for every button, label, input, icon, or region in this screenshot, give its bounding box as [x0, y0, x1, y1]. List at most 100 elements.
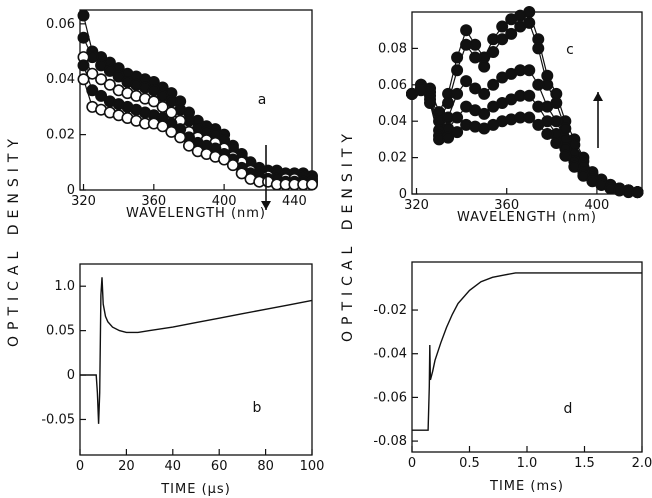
panel-label-a: a [258, 92, 267, 108]
data-point-c [559, 149, 572, 162]
data-point-c [631, 186, 644, 199]
y-tick-label-c: 0.08 [378, 41, 407, 56]
x-tick-label-a: 360 [141, 194, 166, 209]
data-point-c [478, 107, 491, 120]
y-tick-label-d: -0.08 [373, 434, 407, 449]
data-point-a [103, 64, 116, 77]
x-tick-label-c: 320 [404, 198, 429, 213]
data-point-a [77, 9, 90, 22]
data-point-c [550, 137, 563, 150]
data-point-a [174, 131, 187, 144]
data-point-a [112, 70, 125, 83]
data-point-c [505, 27, 518, 40]
y-axis-label-left: OPTICAL DENSITY [6, 133, 22, 347]
data-point-c [523, 16, 536, 29]
data-point-c [541, 127, 554, 140]
data-point-a [147, 95, 160, 108]
panel-d: 0 0.5 1.0 1.5 2.0 -0.08 -0.06 -0.04 -0.02 TIME (m… [373, 261, 652, 494]
data-point-c [487, 78, 500, 91]
data-point-c [532, 78, 545, 91]
data-point-c [469, 82, 482, 95]
panel-b: 0 20 40 60 80 100 -0.05 0 0.05 1.0 TIME (µs) b [41, 263, 325, 497]
x-tick-label-d: 0 [408, 456, 416, 471]
y-tick-label-a: 0.04 [46, 72, 75, 87]
x-tick-label-b: 0 [76, 459, 84, 474]
data-point-c [451, 51, 464, 64]
series-line-d [412, 272, 642, 431]
x-axis-label-d: TIME (ms) [489, 479, 564, 494]
data-point-c [532, 100, 545, 113]
data-point-a [305, 178, 318, 191]
y-tick-label-a: 0.06 [46, 17, 75, 32]
x-tick-label-a: 400 [212, 194, 237, 209]
data-point-c [415, 84, 428, 97]
data-point-c [523, 89, 536, 102]
plot-frame-a [79, 9, 313, 191]
x-tick-label-d: 0.5 [459, 456, 480, 471]
x-tick-label-b: 100 [300, 459, 325, 474]
data-point-c [577, 169, 590, 182]
data-point-a [95, 89, 108, 102]
y-tick-label-d: -0.02 [373, 303, 407, 318]
data-point-c [487, 46, 500, 59]
data-point-a [165, 125, 178, 138]
data-point-c [460, 75, 473, 88]
y-tick-label-d: -0.04 [373, 347, 407, 362]
y-tick-label-c: 0.06 [378, 78, 407, 93]
panel-label-b: b [253, 400, 262, 416]
x-tick-label-c: 400 [584, 198, 609, 213]
data-point-c [523, 6, 536, 18]
data-point-a [86, 67, 99, 80]
x-tick-label-c: 360 [494, 198, 519, 213]
data-point-c [532, 42, 545, 55]
panel-label-d: d [564, 401, 573, 417]
data-point-c [523, 111, 536, 124]
arrow-head-a [261, 201, 271, 210]
y-tick-label-c: 0.02 [378, 151, 407, 166]
plot-frame-d [411, 261, 643, 453]
x-tick-label-b: 40 [165, 459, 182, 474]
panel-c: 320 360 400 0 0.02 0.04 0.06 0.08 WAVELENGTH (nm… [378, 6, 644, 225]
y-tick-label-b: 1.0 [54, 279, 75, 294]
data-point-c [442, 131, 455, 144]
x-tick-label-b: 80 [257, 459, 274, 474]
x-tick-label-b: 20 [118, 459, 135, 474]
data-point-c [478, 60, 491, 73]
x-tick-label-a: 320 [71, 194, 96, 209]
data-point-a [218, 153, 231, 166]
data-point-c [451, 87, 464, 100]
y-tick-label-b: 0.05 [46, 324, 75, 339]
arrow-head-c [593, 92, 603, 101]
y-tick-label-a: 0.02 [46, 128, 75, 143]
data-point-c [451, 111, 464, 124]
data-point-c [523, 64, 536, 77]
y-tick-label-d: -0.06 [373, 390, 407, 405]
data-point-a [95, 59, 108, 72]
plot-frame-b [79, 263, 313, 456]
data-point-c [532, 118, 545, 131]
data-point-c [478, 87, 491, 100]
y-tick-label-c: 0 [399, 187, 407, 202]
data-point-a [156, 120, 169, 133]
y-tick-label-b: -0.05 [41, 412, 75, 427]
data-point-c [496, 33, 509, 46]
data-point-c [424, 97, 437, 110]
data-point-a [226, 159, 239, 172]
data-point-c [568, 160, 581, 173]
x-tick-label-d: 2.0 [632, 456, 652, 471]
panel-label-c: c [566, 42, 574, 58]
data-point-a [77, 73, 90, 86]
data-point-a [95, 73, 108, 86]
x-tick-label-d: 1.5 [574, 456, 595, 471]
x-axis-label-a: WAVELENGTH (nm) [126, 206, 266, 221]
data-point-a [77, 59, 90, 72]
x-axis-label-b: TIME (µs) [160, 482, 231, 497]
y-tick-label-c: 0.04 [378, 114, 407, 129]
data-point-c [451, 126, 464, 139]
data-point-a [77, 31, 90, 44]
data-point-c [469, 51, 482, 64]
y-tick-label-a: 0 [67, 183, 75, 198]
data-point-c [460, 38, 473, 51]
y-tick-label-b: 0 [67, 368, 75, 383]
x-tick-label-b: 60 [211, 459, 228, 474]
